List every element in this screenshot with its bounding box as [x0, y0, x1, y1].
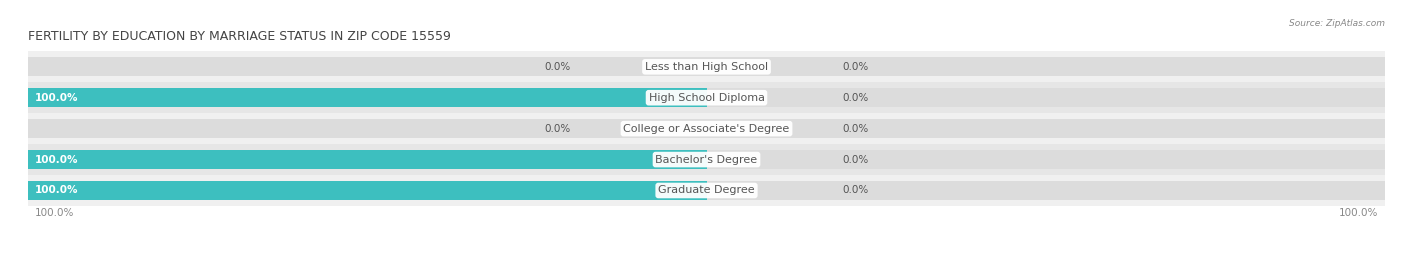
Bar	[28, 150, 707, 169]
Bar	[28, 113, 1385, 144]
Text: High School Diploma: High School Diploma	[648, 93, 765, 103]
Text: 0.0%: 0.0%	[842, 62, 869, 72]
Bar	[28, 144, 1385, 175]
Text: 0.0%: 0.0%	[842, 93, 869, 103]
Bar	[28, 119, 1385, 138]
Text: 0.0%: 0.0%	[842, 124, 869, 134]
Text: Source: ZipAtlas.com: Source: ZipAtlas.com	[1289, 19, 1385, 28]
Bar	[28, 88, 707, 107]
Text: 100.0%: 100.0%	[35, 155, 79, 165]
Text: Bachelor's Degree: Bachelor's Degree	[655, 155, 758, 165]
Bar	[28, 82, 1385, 113]
Text: 0.0%: 0.0%	[544, 124, 571, 134]
Bar	[28, 175, 1385, 206]
Text: Graduate Degree: Graduate Degree	[658, 185, 755, 195]
Bar	[28, 51, 1385, 82]
Bar	[28, 150, 1385, 169]
Text: 0.0%: 0.0%	[544, 62, 571, 72]
Text: 100.0%: 100.0%	[1339, 208, 1378, 218]
Bar	[28, 181, 707, 200]
Bar	[28, 88, 1385, 107]
Text: 0.0%: 0.0%	[842, 155, 869, 165]
Text: 0.0%: 0.0%	[842, 185, 869, 195]
Text: 100.0%: 100.0%	[35, 185, 79, 195]
Text: 100.0%: 100.0%	[35, 208, 75, 218]
Text: College or Associate's Degree: College or Associate's Degree	[623, 124, 790, 134]
Text: FERTILITY BY EDUCATION BY MARRIAGE STATUS IN ZIP CODE 15559: FERTILITY BY EDUCATION BY MARRIAGE STATU…	[28, 30, 451, 43]
Text: Less than High School: Less than High School	[645, 62, 768, 72]
Bar	[28, 181, 1385, 200]
Bar	[28, 57, 1385, 76]
Text: 100.0%: 100.0%	[35, 93, 79, 103]
